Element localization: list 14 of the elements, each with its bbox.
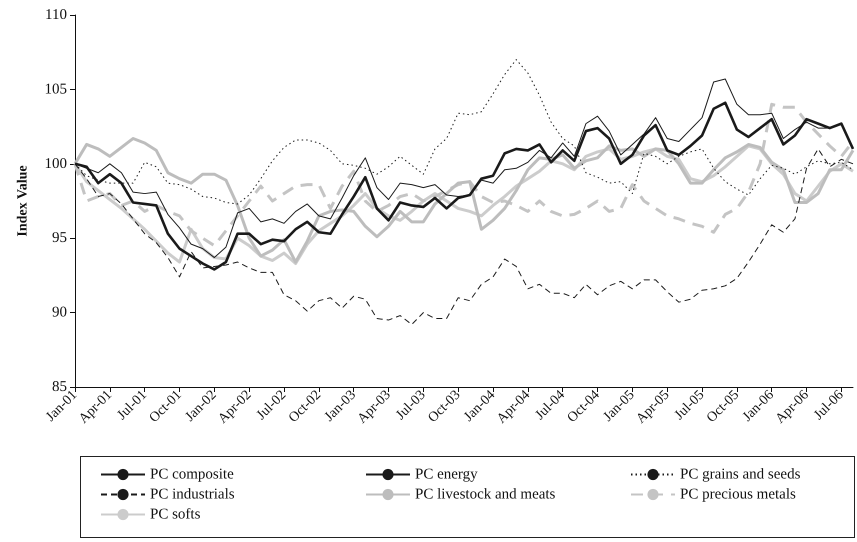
y-tick-label: 105 xyxy=(44,81,67,98)
y-axis-title: Index Value xyxy=(16,165,30,237)
legend-label: PC industrials xyxy=(150,486,235,502)
legend-label: PC energy xyxy=(415,466,478,482)
legend-label: PC livestock and meats xyxy=(415,486,556,502)
legend-label: PC grains and seeds xyxy=(680,466,801,482)
y-tick-label: 95 xyxy=(52,230,67,246)
legend-label: PC composite xyxy=(150,466,234,482)
y-tick-label: 110 xyxy=(45,7,67,23)
y-tick-label: 100 xyxy=(44,156,67,172)
y-tick-label: 85 xyxy=(52,379,67,395)
legend-label: PC softs xyxy=(150,506,201,522)
y-tick-label: 90 xyxy=(52,304,67,321)
legend-label: PC precious metals xyxy=(680,486,796,502)
